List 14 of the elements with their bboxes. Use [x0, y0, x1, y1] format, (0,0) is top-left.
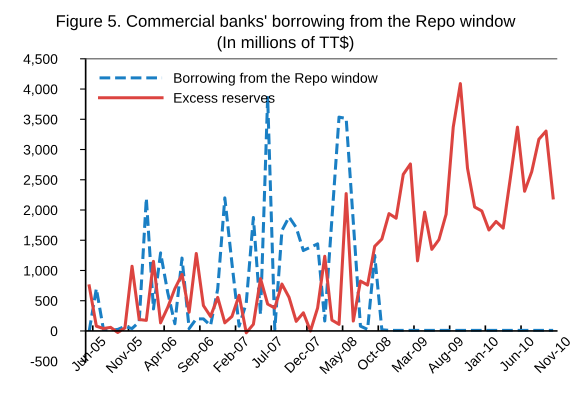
y-tick-label: 3,000 [24, 144, 58, 156]
chart-subtitle: (In millions of TT$) [218, 36, 354, 52]
y-tick-label: 2,500 [24, 175, 58, 187]
y-tick-label: 2,000 [24, 205, 58, 217]
legend-label: Borrowing from the Repo window [174, 72, 378, 86]
y-tick-label: -500 [30, 356, 58, 366]
y-tick-label: 1,500 [24, 236, 58, 248]
y-tick-label: 500 [35, 296, 58, 306]
y-tick-label: 4,500 [23, 54, 58, 66]
y-tick-label: 1,000 [24, 266, 58, 278]
y-tick-label: 0 [50, 326, 58, 336]
y-tick-label: 4,000 [23, 84, 58, 96]
y-tick-label: 3,500 [24, 114, 58, 126]
chart-title: Figure 5. Commercial banks' borrowing from the Repo window [56, 14, 516, 30]
